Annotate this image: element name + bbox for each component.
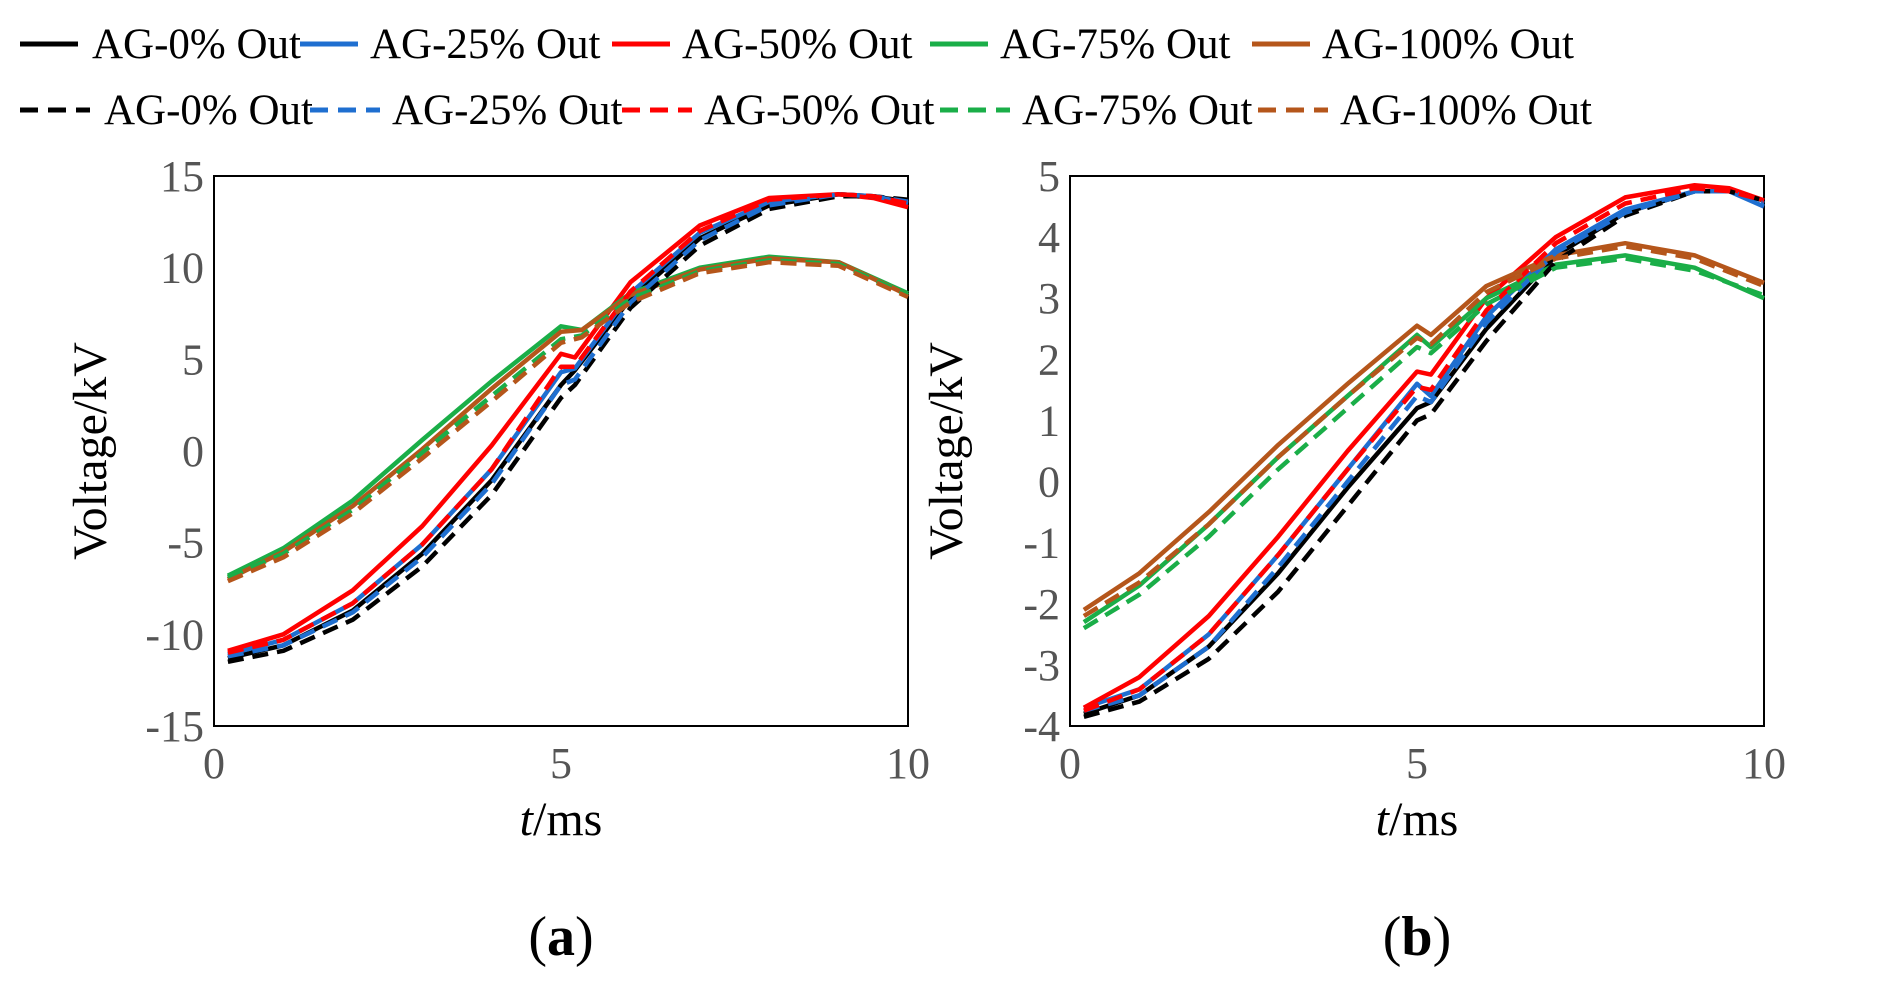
series-line-b-7 [1083, 185, 1765, 713]
x-axis-label-italic-a: t [520, 793, 535, 846]
y-tick-label-a-2: 5 [182, 335, 204, 384]
x-axis-label-b: t/ms [1376, 793, 1459, 846]
chart-panel-a: 15 10 5 0 -5 -10 -15 0 5 10 Voltage/kV t/ms (a) [64, 152, 930, 968]
legend-label-solid-3: AG-75% Out [1000, 21, 1231, 68]
panel-open-paren-a: ( [528, 906, 547, 968]
y-tick-label-b-2: 3 [1038, 274, 1060, 323]
y-tick-label-b-8: -3 [1023, 641, 1060, 690]
plot-frame-b [1069, 175, 1765, 727]
panel-close-paren-b: ) [1433, 906, 1452, 968]
panel-letter-a: a [547, 906, 575, 968]
legend-label-solid-1: AG-25% Out [370, 21, 601, 68]
x-axis-label-unit-b: /ms [1389, 793, 1458, 846]
y-tick-label-b-0: 5 [1038, 152, 1060, 201]
series-line-b-8 [1082, 256, 1765, 631]
x-tick-label-a-1: 5 [550, 739, 572, 788]
x-ticks-b: 0 5 10 [1059, 739, 1786, 788]
y-ticks-b: 5 4 3 2 1 0 -1 -2 -3 -4 [1023, 152, 1060, 751]
y-tick-label-a-6: -15 [145, 702, 204, 751]
series-group-b [1082, 182, 1765, 719]
panel-open-paren-b: ( [1383, 906, 1402, 968]
y-tick-label-a-3: 0 [182, 427, 204, 476]
legend: AG-0% Out AG-25% Out AG-50% Out AG-75% Out A… [20, 21, 1592, 134]
x-axis-label-italic-b: t [1376, 793, 1391, 846]
y-tick-label-b-5: 0 [1038, 458, 1060, 507]
series-line-b-4 [1082, 240, 1765, 612]
legend-label-dashed-4: AG-100% Out [1340, 87, 1592, 134]
y-tick-label-b-3: 2 [1038, 335, 1060, 384]
series-line-b-6 [1083, 189, 1765, 713]
x-axis-label-a: t/ms [520, 793, 603, 846]
series-line-a-5 [227, 193, 909, 665]
panel-label-a: (a) [528, 906, 593, 968]
y-tick-label-a-0: 15 [160, 152, 204, 201]
series-line-a-9 [227, 259, 909, 584]
y-tick-label-a-5: -10 [145, 610, 204, 659]
y-ticks-a: 15 10 5 0 -5 -10 -15 [145, 152, 204, 751]
legend-label-dashed-1: AG-25% Out [392, 87, 623, 134]
legend-label-solid-2: AG-50% Out [682, 21, 913, 68]
plot-frame-a [213, 175, 909, 727]
y-tick-label-a-4: -5 [167, 519, 204, 568]
series-line-b-1 [1083, 189, 1765, 710]
y-axis-label-b: Voltage/kV [920, 342, 973, 560]
series-line-a-2 [227, 192, 909, 653]
x-tick-label-b-2: 10 [1742, 739, 1786, 788]
legend-label-dashed-3: AG-75% Out [1022, 87, 1253, 134]
x-tick-label-b-1: 5 [1406, 739, 1428, 788]
y-tick-label-b-9: -4 [1023, 702, 1060, 751]
legend-label-solid-4: AG-100% Out [1322, 21, 1574, 68]
legend-label-dashed-2: AG-50% Out [704, 87, 935, 134]
legend-label-solid-0: AG-0% Out [92, 21, 301, 68]
x-tick-label-b-0: 0 [1059, 739, 1081, 788]
y-tick-label-a-1: 10 [160, 244, 204, 293]
series-group-a [226, 192, 909, 665]
x-ticks-a: 0 5 10 [203, 739, 930, 788]
series-line-a-4 [226, 256, 909, 582]
series-line-a-7 [227, 192, 909, 655]
y-tick-label-b-4: 1 [1038, 396, 1060, 445]
legend-label-dashed-0: AG-0% Out [104, 87, 313, 134]
series-line-a-6 [227, 192, 909, 659]
x-tick-label-a-2: 10 [886, 739, 930, 788]
panel-label-b: (b) [1383, 906, 1451, 968]
y-tick-label-b-6: -1 [1023, 519, 1060, 568]
series-line-b-2 [1082, 182, 1765, 710]
panel-close-paren-a: ) [575, 906, 594, 968]
panel-letter-b: b [1401, 906, 1432, 968]
x-tick-label-a-0: 0 [203, 739, 225, 788]
x-axis-label-unit-a: /ms [533, 793, 602, 846]
series-line-b-9 [1082, 244, 1765, 618]
y-axis-label-a: Voltage/kV [64, 342, 117, 560]
series-line-b-3 [1082, 253, 1765, 624]
y-tick-label-b-7: -2 [1023, 580, 1060, 629]
y-tick-label-b-1: 4 [1038, 213, 1060, 262]
